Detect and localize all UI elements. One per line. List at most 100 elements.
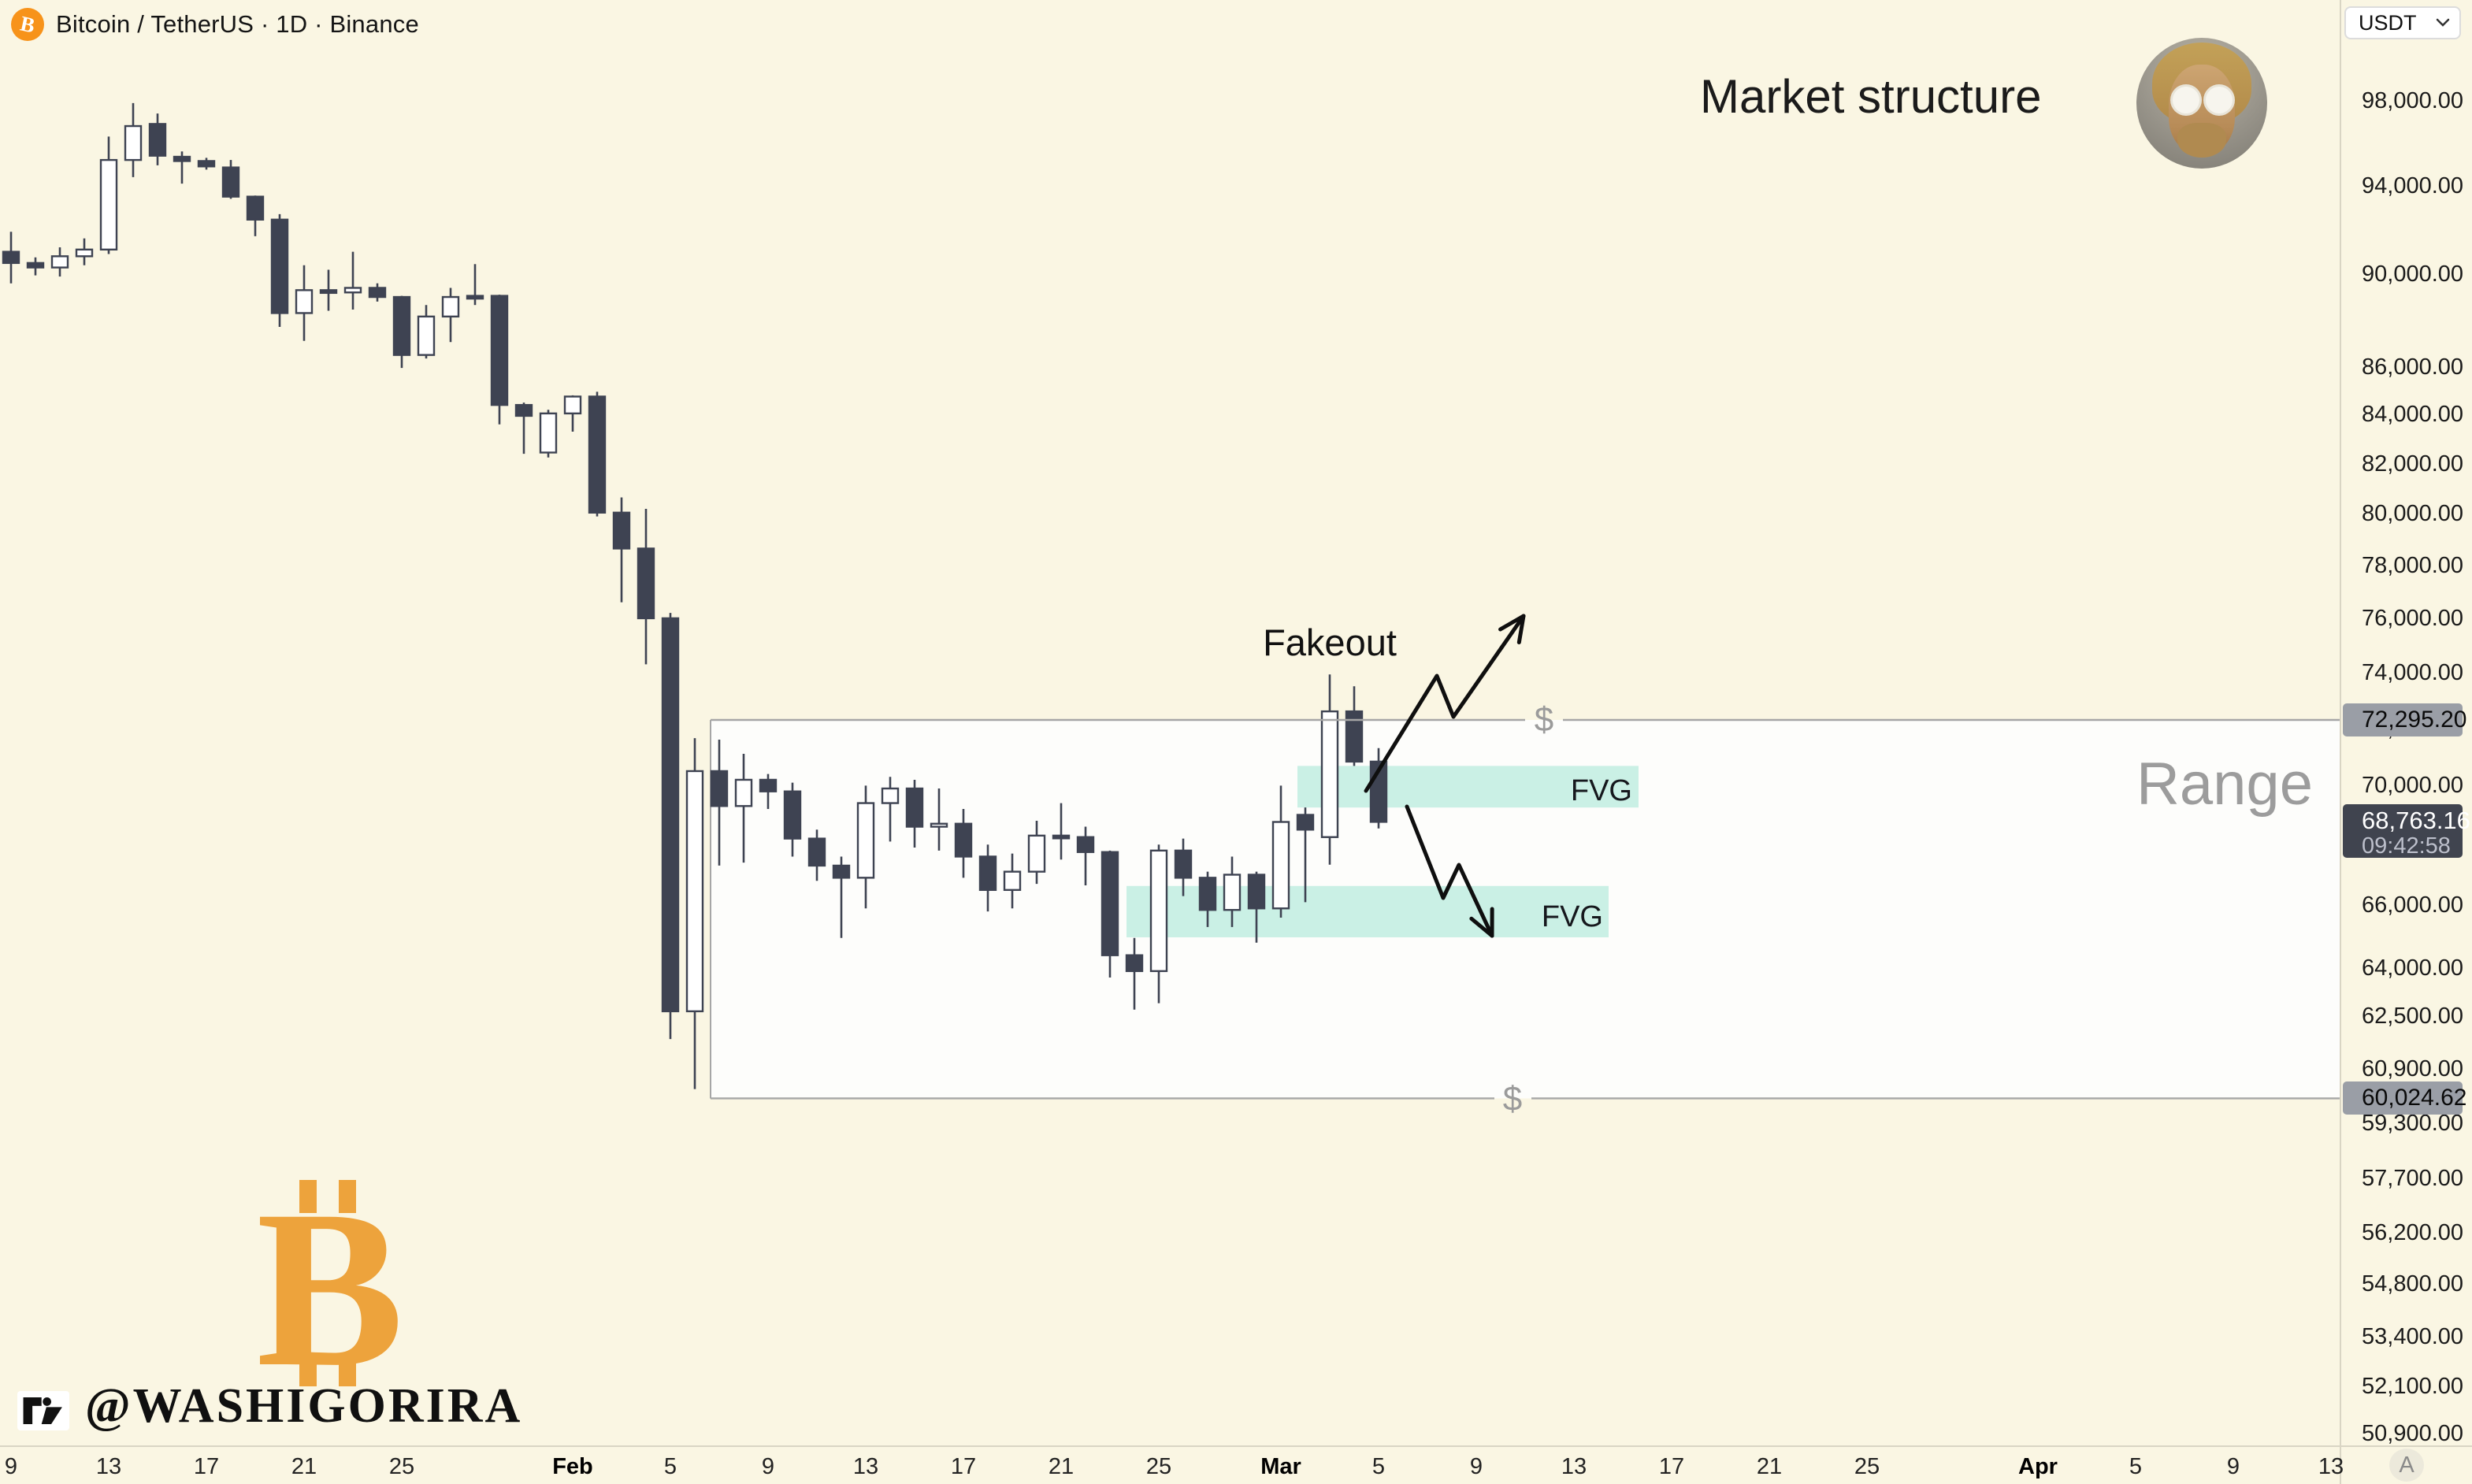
candle-down[interactable] (270, 218, 289, 314)
time-label-day: 13 (2318, 1454, 2344, 1479)
candle-up[interactable] (1027, 834, 1046, 873)
time-label-day: 13 (95, 1454, 122, 1479)
candle-down[interactable] (978, 855, 997, 892)
candle-down[interactable] (368, 287, 387, 299)
time-label-month: Apr (2018, 1454, 2058, 1479)
candle-down[interactable] (637, 547, 655, 620)
currency-dropdown[interactable]: USDT (2344, 6, 2461, 39)
candle-down[interactable] (954, 822, 973, 858)
price-axis[interactable]: 98,000.00 94,000.00 90,000.00 86,000.00 84,0… (2341, 0, 2472, 1446)
time-label-day: 25 (388, 1454, 415, 1479)
candle-up[interactable] (881, 787, 900, 804)
liquidity-dollar-top: $ (1535, 700, 1553, 739)
candle-down[interactable] (1174, 849, 1193, 879)
candle-down[interactable] (783, 790, 802, 840)
candle-down[interactable] (2, 250, 20, 265)
candle-up[interactable] (1003, 870, 1022, 892)
price-tick: 76,000.00 (2362, 605, 2464, 631)
price-level-badge: 60,024.62 (2343, 1081, 2466, 1115)
price-tick: 60,900.00 (2362, 1056, 2464, 1082)
time-axis[interactable]: 9 13 17 21 25 Feb 5 9 13 17 21 25 Mar 5 9 13 17 21 25 Apr 5 9… (0, 1447, 2472, 1484)
price-tick: 56,200.00 (2362, 1219, 2464, 1245)
bitcoin-icon: B (11, 8, 44, 41)
chart-canvas[interactable]: $ $ FVG FVG Fakeout (0, 0, 2340, 1445)
candle-up[interactable] (295, 289, 314, 314)
candle-down[interactable] (514, 403, 533, 417)
avatar-beard (2177, 123, 2226, 158)
time-label-day: 13 (852, 1454, 879, 1479)
candle-up[interactable] (343, 287, 362, 294)
candle-down[interactable] (1101, 851, 1119, 956)
candle-down[interactable] (1076, 836, 1095, 853)
candle-down[interactable] (1125, 954, 1144, 973)
bearish-scenario-arrow (1405, 804, 1494, 938)
candle-up[interactable] (1223, 874, 1242, 911)
candle-down[interactable] (319, 289, 338, 295)
price-tick: 78,000.00 (2362, 552, 2464, 578)
candle-up[interactable] (734, 778, 753, 807)
fvg-label: FVG (1571, 774, 1632, 807)
candle-up[interactable] (441, 295, 460, 318)
candle-down[interactable] (710, 770, 729, 807)
candle-up[interactable] (685, 770, 704, 1013)
candle-down[interactable] (832, 864, 851, 879)
candle-down[interactable] (490, 295, 509, 406)
candle-down[interactable] (246, 195, 265, 221)
price-tick: 54,800.00 (2362, 1271, 2464, 1297)
candle-down[interactable] (759, 778, 778, 792)
candle-up[interactable] (1320, 710, 1339, 838)
candle-down[interactable] (466, 295, 484, 300)
bullish-scenario-arrow (1364, 614, 1526, 793)
price-tick: 86,000.00 (2362, 354, 2464, 380)
candle-down[interactable] (807, 837, 826, 867)
range-label: Range (2136, 751, 2313, 818)
time-label-day: 9 (761, 1454, 775, 1479)
fakeout-label: Fakeout (1263, 621, 1397, 663)
candle-down[interactable] (197, 160, 216, 168)
candle-down[interactable] (1052, 834, 1071, 840)
time-label-day: 5 (2129, 1454, 2143, 1479)
candle-down[interactable] (26, 262, 45, 269)
candle-up[interactable] (563, 395, 582, 415)
candle-down[interactable] (1345, 710, 1364, 763)
candle-up[interactable] (75, 248, 94, 258)
page-title: Market structure (1700, 70, 2042, 123)
candle-up[interactable] (124, 124, 143, 161)
candle-down[interactable] (221, 166, 240, 198)
bullish-scenario-arrow-head (1516, 614, 1526, 645)
price-level-badge: 72,295.20 (2343, 703, 2466, 736)
time-label-day: 9 (2226, 1454, 2240, 1479)
candle-down[interactable] (612, 511, 631, 550)
price-tick: 84,000.00 (2362, 402, 2464, 428)
candle-down[interactable] (1247, 874, 1266, 910)
candle-down[interactable] (392, 295, 411, 356)
fvg-zone[interactable] (1297, 766, 1639, 808)
price-tick: 82,000.00 (2362, 451, 2464, 477)
candle-up[interactable] (930, 822, 948, 828)
candle-down[interactable] (148, 123, 167, 157)
glasses-icon (2206, 87, 2233, 113)
candle-up[interactable] (417, 315, 436, 356)
candle-down[interactable] (661, 617, 680, 1013)
bullish-scenario-arrow-head (1498, 614, 1526, 632)
candle-up[interactable] (856, 802, 875, 879)
candle-up[interactable] (50, 255, 69, 269)
price-tick: 59,300.00 (2362, 1110, 2464, 1136)
candle-up[interactable] (99, 158, 118, 251)
candle-down[interactable] (1296, 814, 1315, 831)
candle-up[interactable] (1271, 821, 1290, 910)
candle-up[interactable] (539, 412, 558, 454)
candle-up[interactable] (1149, 849, 1168, 973)
time-label-day: 17 (1658, 1454, 1685, 1479)
price-tick: 98,000.00 (2362, 88, 2464, 114)
candle-down[interactable] (1198, 877, 1217, 911)
price-tick: 64,000.00 (2362, 955, 2464, 981)
candle-down[interactable] (588, 395, 607, 514)
current-price-badge: 68,763.16 09:42:58 (2343, 804, 2470, 859)
auto-scale-button[interactable]: A (2389, 1449, 2424, 1482)
symbol-header[interactable]: B Bitcoin / TetherUS · 1D · Binance (11, 8, 419, 41)
price-tick: 80,000.00 (2362, 501, 2464, 527)
candle-down[interactable] (905, 787, 924, 828)
time-label-day: 13 (1561, 1454, 1587, 1479)
candle-down[interactable] (173, 155, 191, 162)
